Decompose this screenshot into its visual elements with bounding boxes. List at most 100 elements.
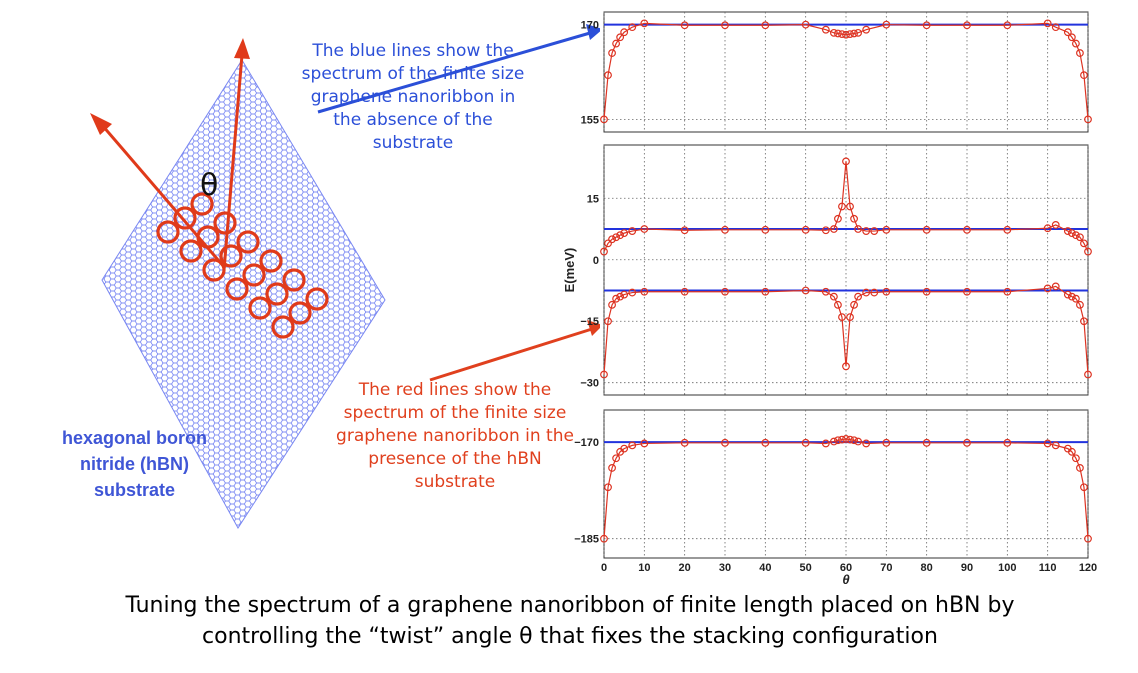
data-point [1076, 300, 1084, 309]
data-point [882, 20, 891, 29]
data-point [1076, 233, 1084, 242]
data-point [870, 288, 879, 297]
data-point [821, 287, 830, 296]
ribbon-ring [179, 239, 203, 263]
angle-arrow-right [222, 38, 250, 271]
data-point [680, 287, 689, 296]
data-point [882, 438, 891, 447]
data-point [830, 225, 838, 233]
data-point [1080, 483, 1088, 492]
data-point [963, 21, 971, 30]
data-point [834, 436, 842, 445]
data-point [862, 439, 871, 448]
data-point [882, 225, 891, 234]
data-point [1071, 39, 1080, 48]
data-point [612, 454, 620, 463]
data-point [608, 464, 616, 472]
data-point [640, 225, 649, 233]
data-point [1051, 282, 1060, 291]
data-point [838, 435, 846, 444]
data-point [604, 483, 612, 492]
ribbon-ring [213, 211, 237, 235]
angle-arrow-left [90, 113, 227, 269]
red-series-line [603, 285, 1089, 375]
data-point [821, 226, 830, 235]
y-tick-label: −30 [580, 378, 599, 390]
data-point [922, 438, 931, 447]
data-point [922, 225, 931, 234]
data-point [862, 25, 871, 34]
data-point [821, 439, 830, 448]
data-point [1043, 19, 1052, 28]
data-point [1063, 28, 1072, 37]
data-point [628, 227, 637, 235]
data-point [1067, 229, 1076, 238]
ribbon-ring [282, 268, 306, 292]
data-point [604, 239, 612, 248]
data-point [846, 313, 854, 322]
data-point [1084, 534, 1092, 543]
data-point [842, 30, 850, 39]
data-point [846, 202, 854, 211]
blue-pointer-arrow [317, 24, 600, 114]
data-point [640, 287, 649, 296]
data-point [1080, 317, 1088, 326]
red-pointer-arrow [429, 320, 600, 382]
data-point [1071, 294, 1080, 303]
data-point [922, 21, 931, 30]
ribbon-ring [288, 301, 312, 325]
data-point [1051, 23, 1060, 32]
x-tick-label: 20 [679, 562, 691, 574]
caption-line-1: Tuning the spectrum of a graphene nanori… [125, 593, 1015, 618]
data-point [834, 214, 842, 223]
data-point [963, 225, 971, 234]
data-point [1051, 221, 1060, 229]
y-tick-label: 155 [581, 114, 599, 126]
y-tick-label: −185 [574, 534, 599, 546]
data-point [1063, 227, 1072, 235]
data-point [620, 290, 629, 299]
data-point [862, 227, 871, 235]
ribbon-ring [259, 249, 283, 273]
y-tick-label: −15 [580, 316, 599, 328]
data-point [721, 287, 729, 296]
data-point [608, 300, 616, 309]
y-tick-label: 15 [587, 193, 599, 205]
data-point [616, 33, 625, 42]
y-axis-label: E(meV) [562, 248, 577, 293]
data-point [1063, 290, 1072, 299]
data-point [616, 292, 625, 301]
data-point [963, 287, 971, 296]
ribbon-ring [225, 277, 249, 301]
x-tick-label: 10 [638, 562, 650, 574]
data-point [1071, 231, 1080, 240]
data-point [600, 534, 608, 543]
y-tick-label: 170 [581, 20, 599, 32]
data-point [628, 288, 637, 297]
data-point [608, 49, 616, 57]
data-point [854, 292, 862, 301]
panel-frame [603, 409, 1089, 559]
ribbon-ring [190, 192, 214, 216]
x-tick-label: 120 [1079, 562, 1097, 574]
figure-caption: Tuning the spectrum of a graphene nanori… [60, 590, 1080, 652]
data-point [838, 202, 846, 211]
data-point [616, 231, 625, 240]
data-point [842, 157, 850, 166]
data-point [821, 25, 830, 34]
caption-line-2: controlling the “twist” angle θ that fix… [202, 624, 938, 649]
data-point [801, 20, 810, 29]
ribbon-ring [242, 263, 266, 287]
red-series-line [603, 161, 1089, 252]
blue-lines-annotation: The blue lines show the spectrum of the … [301, 41, 525, 153]
data-point [1003, 225, 1012, 234]
x-tick-label: 0 [601, 562, 607, 574]
data-point [620, 28, 629, 37]
data-point [850, 214, 858, 223]
ribbon-ring [156, 220, 180, 244]
data-point [1043, 284, 1052, 293]
y-tick-label: 0 [593, 255, 599, 267]
data-point [721, 21, 729, 30]
data-point [761, 438, 770, 447]
x-tick-label: 70 [880, 562, 892, 574]
